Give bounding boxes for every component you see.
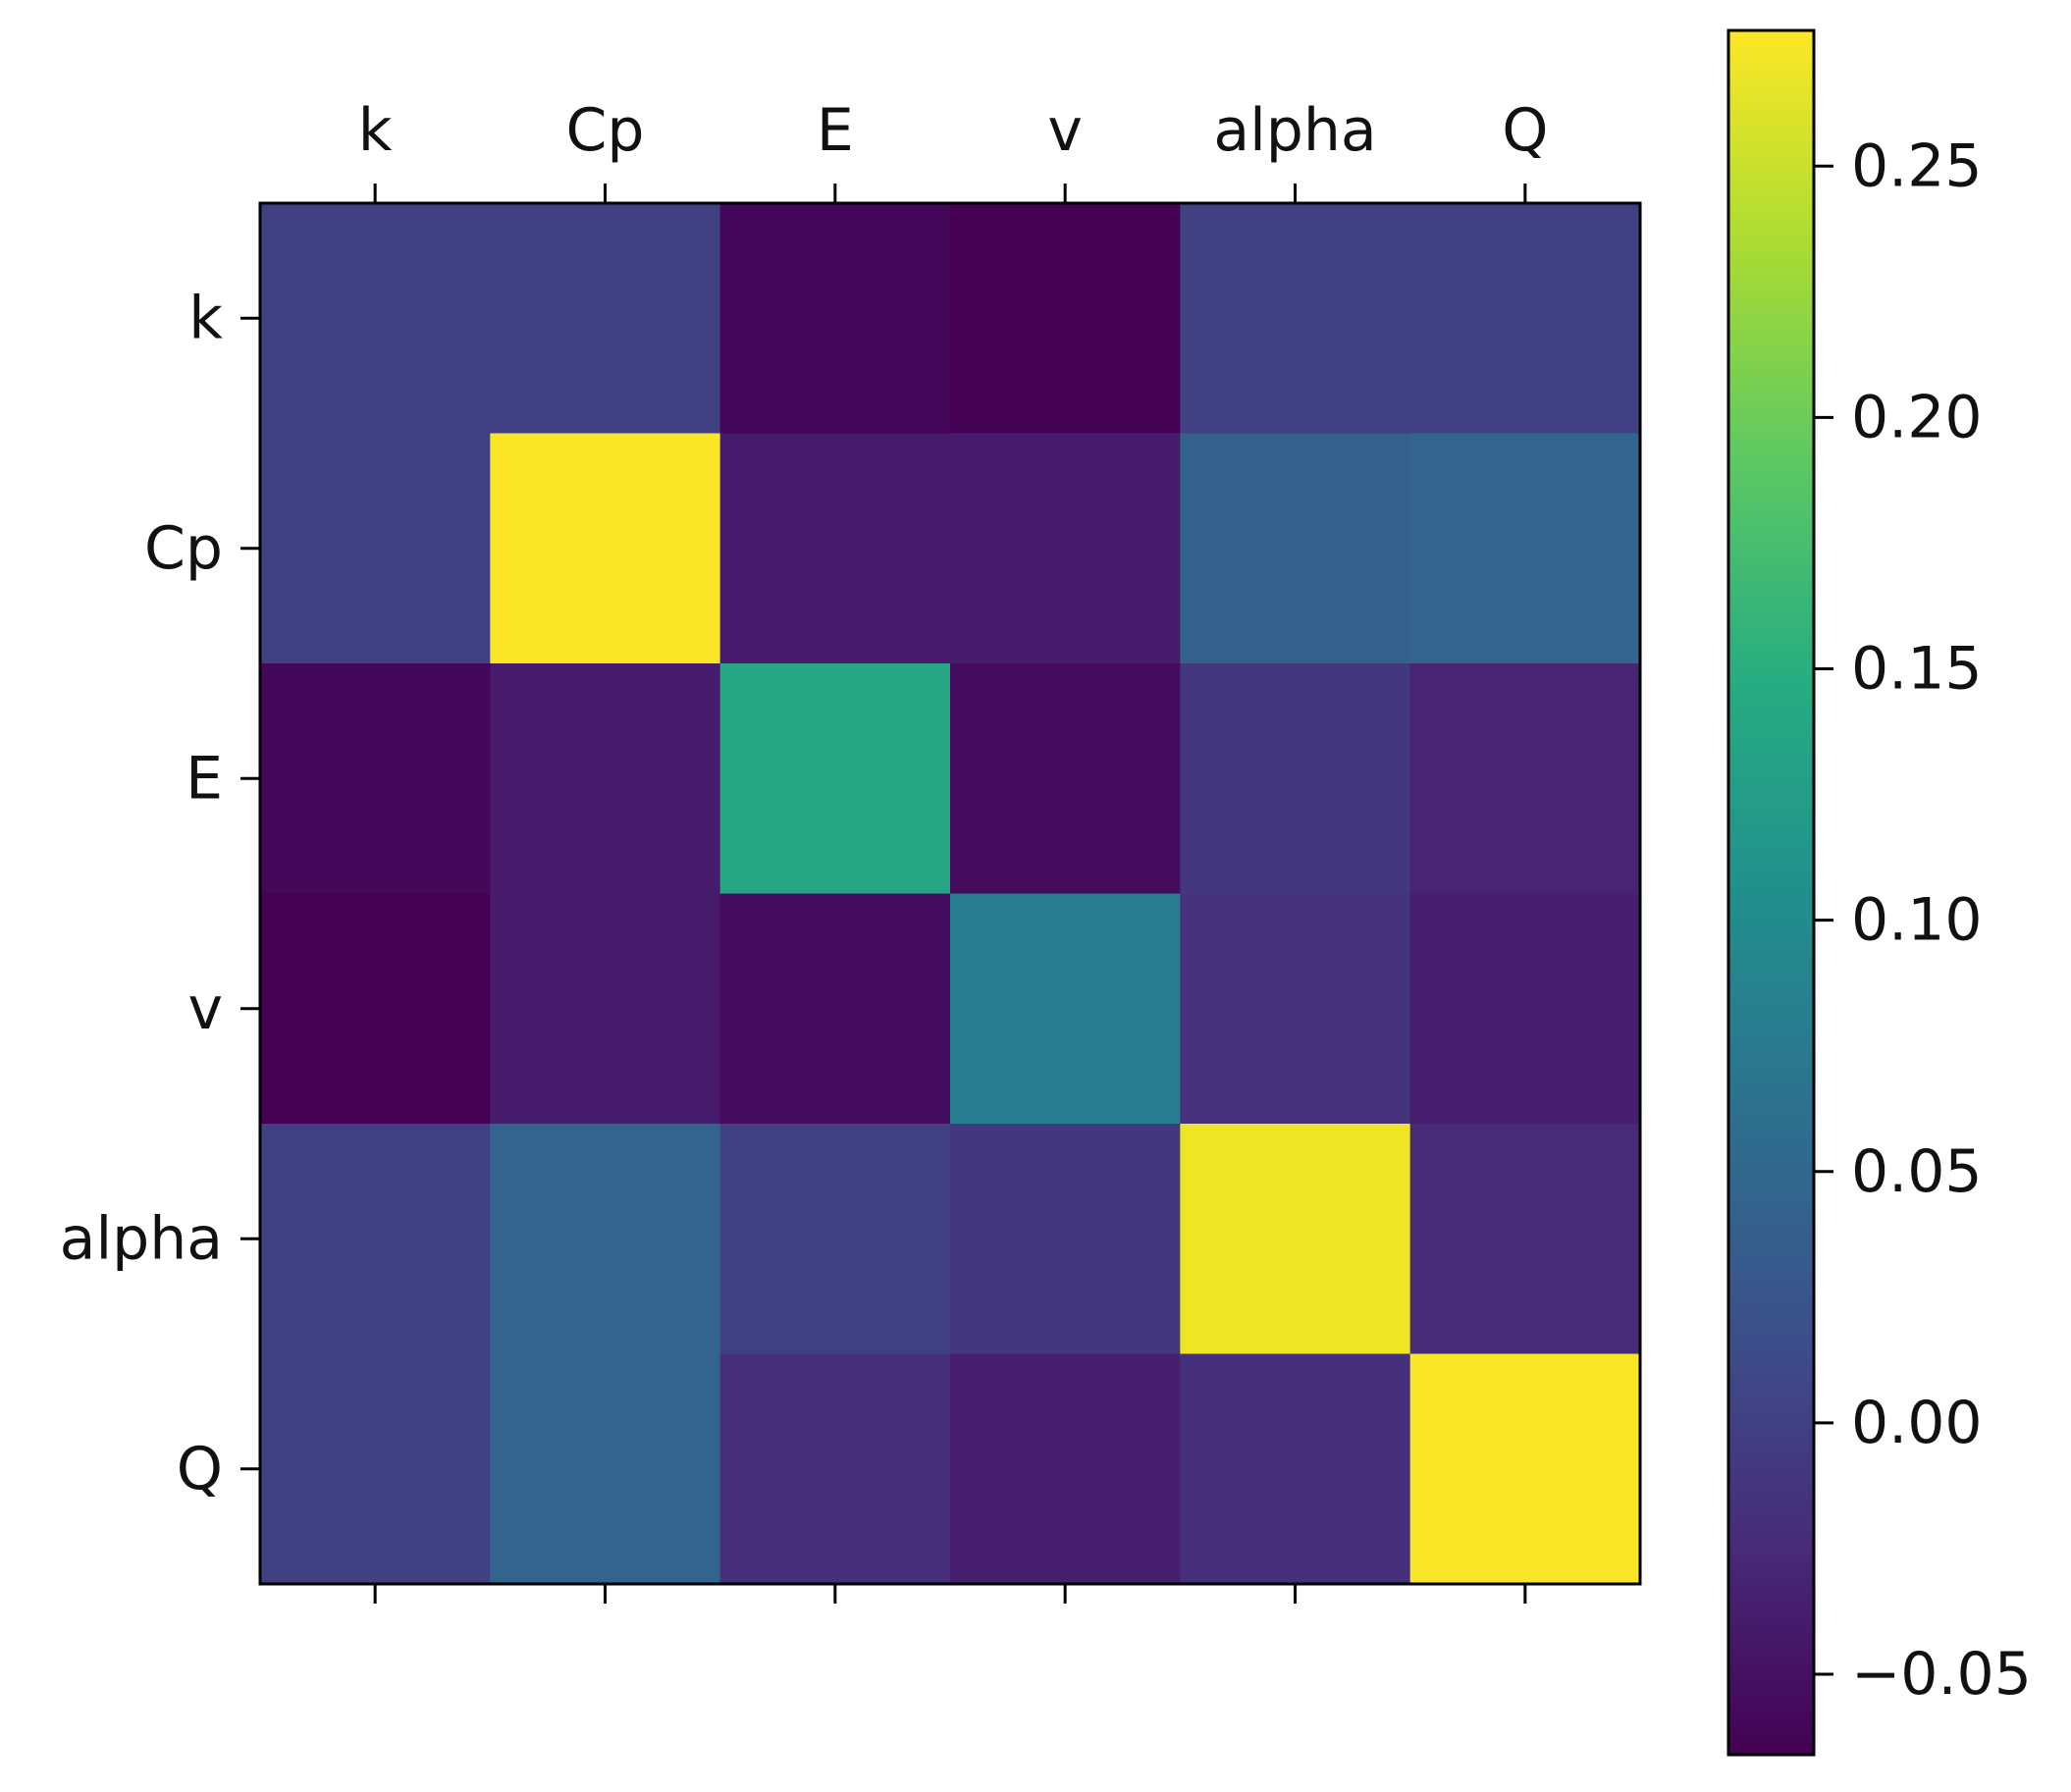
colorbar (1726, 28, 1816, 1757)
heatmap-cell-E-k (260, 663, 491, 895)
heatmap-cell-v-alpha (1180, 893, 1411, 1125)
x-tick-label-alpha: alpha (1213, 96, 1376, 165)
y-tick-label-k: k (188, 284, 223, 352)
colorbar-tick-label-2: 0.05 (1851, 1137, 1983, 1206)
x-tick-label-E: E (817, 96, 854, 165)
y-tick-label-alpha: alpha (60, 1204, 223, 1273)
heatmap-cell-Cp-v (950, 433, 1181, 664)
heatmap-cell-k-E (719, 203, 951, 435)
heatmap-cell-v-E (719, 893, 951, 1125)
heatmap-cell-v-Cp (490, 893, 721, 1125)
heatmap-cell-alpha-E (719, 1124, 951, 1355)
x-tick-label-v: v (1047, 96, 1083, 165)
colorbar-tick-label-0: −0.05 (1851, 1640, 2032, 1709)
heatmap-cell-Q-Cp (490, 1353, 721, 1585)
x-tick-label-Cp: Cp (566, 96, 645, 165)
heatmap-cell-Q-alpha (1180, 1353, 1411, 1585)
heatmap-cell-Cp-k (260, 433, 491, 664)
heatmap-cells (260, 203, 1641, 1585)
heatmap-cell-Q-v (950, 1353, 1181, 1585)
y-tick-label-Cp: Cp (144, 514, 223, 583)
heatmap-cell-k-Cp (490, 203, 721, 435)
heatmap-cell-E-E (719, 663, 951, 895)
heatmap-cell-v-k (260, 893, 491, 1125)
colorbar-ticks: −0.05 0.00 0.05 0.10 0.15 0.20 0.25 (1814, 132, 2032, 1709)
colorbar-tick-label-6: 0.25 (1851, 132, 1983, 200)
heatmap-cell-v-v (950, 893, 1181, 1125)
y-tick-label-v: v (187, 975, 223, 1043)
heatmap-cell-Q-E (719, 1353, 951, 1585)
heatmap-cell-alpha-Q (1409, 1124, 1641, 1355)
heatmap-cell-Cp-Q (1409, 433, 1641, 664)
heatmap-cell-alpha-k (260, 1124, 491, 1355)
heatmap-cell-E-v (950, 663, 1181, 895)
y-tick-label-Q: Q (177, 1435, 223, 1503)
heatmap-cell-E-Cp (490, 663, 721, 895)
heatmap-cell-Q-Q (1409, 1353, 1641, 1585)
heatmap-cell-k-v (950, 203, 1181, 435)
heatmap-cell-v-Q (1409, 893, 1641, 1125)
heatmap-cell-Cp-E (719, 433, 951, 664)
y-tick-label-E: E (186, 744, 223, 813)
x-tick-label-Q: Q (1502, 96, 1548, 165)
heatmap-cell-k-alpha (1180, 203, 1411, 435)
heatmap-cell-k-Q (1409, 203, 1641, 435)
x-tick-label-k: k (358, 96, 393, 165)
colorbar-tick-label-4: 0.15 (1851, 635, 1983, 704)
heatmap-cell-k-k (260, 203, 491, 435)
heatmap-cell-Cp-alpha (1180, 433, 1411, 664)
colorbar-tick-label-5: 0.20 (1851, 383, 1983, 451)
heatmap-cell-alpha-v (950, 1124, 1181, 1355)
heatmap-cell-Cp-Cp (490, 433, 721, 664)
heatmap-cell-alpha-Cp (490, 1124, 721, 1355)
heatmap-cell-E-Q (1409, 663, 1641, 895)
colorbar-tick-label-3: 0.10 (1851, 886, 1983, 955)
plot-frame (258, 201, 1642, 1586)
heatmap-cell-E-alpha (1180, 663, 1411, 895)
y-axis-ticks: k Cp Ev alpha Q (60, 284, 260, 1503)
heatmap-cell-alpha-alpha (1180, 1124, 1411, 1355)
colorbar-tick-label-1: 0.00 (1851, 1389, 1983, 1457)
heatmap-cell-Q-k (260, 1353, 491, 1585)
